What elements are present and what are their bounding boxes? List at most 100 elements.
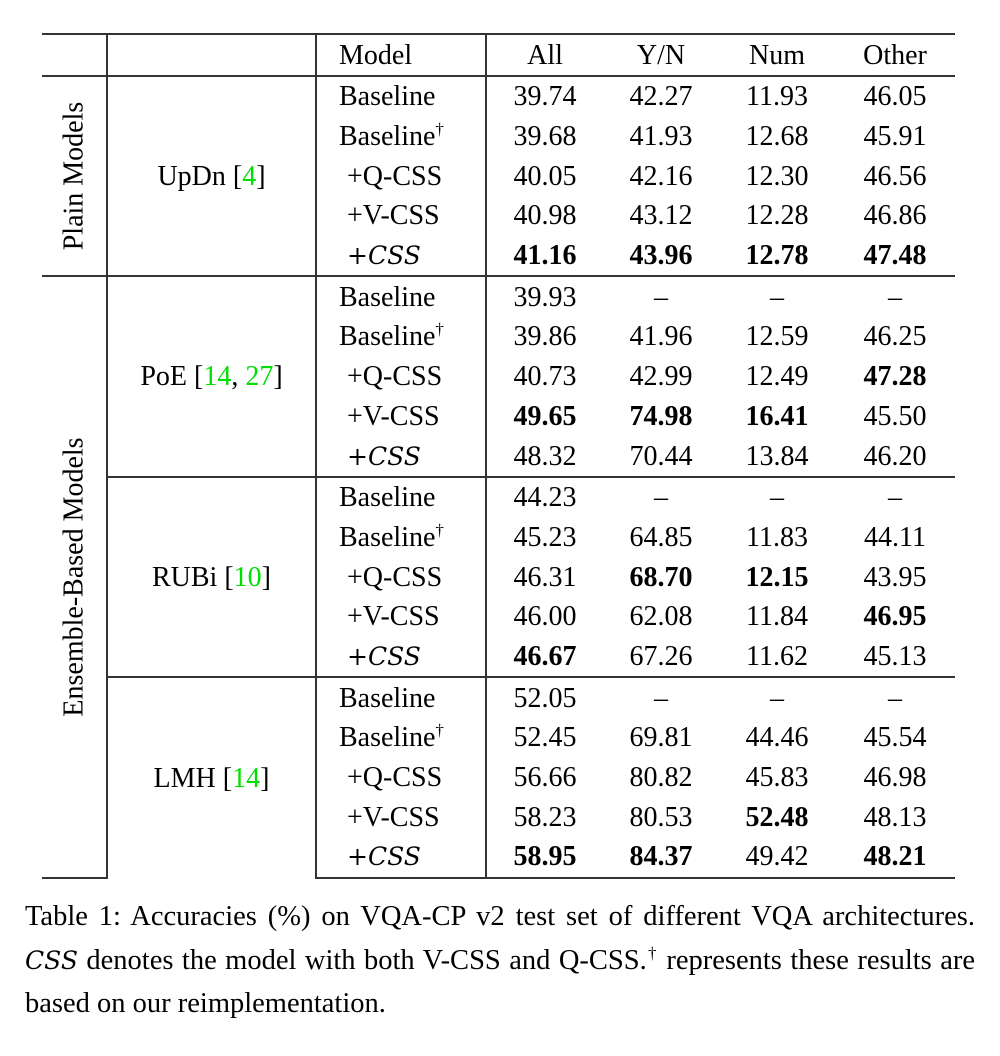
- value-cell: 84.37: [603, 837, 719, 879]
- css-symbol: CSS: [25, 945, 78, 975]
- table-row: Baseline† 39.86 41.96 12.59 46.25: [42, 317, 955, 357]
- value-cell: –: [603, 275, 719, 318]
- value-cell: 45.83: [745, 762, 809, 794]
- value-cell: 46.98: [863, 762, 927, 794]
- value-cell: 70.44: [629, 440, 693, 472]
- value-cell: 80.82: [629, 762, 693, 794]
- value-cell: 12.30: [745, 160, 809, 192]
- value-cell: 39.93: [486, 275, 603, 318]
- model-cell: +V-CSS: [316, 797, 487, 838]
- model-cell: Baseline†: [316, 317, 487, 357]
- value-cell: 42.27: [603, 75, 719, 117]
- architecture-name: RUBi [10]: [107, 475, 317, 678]
- table-row: +V-CSS 46.00 62.08 11.84 46.95: [42, 596, 955, 637]
- table-row: Ensemble-Based Models PoE [14, 27] Baselin…: [42, 275, 955, 879]
- architecture-name: PoE [14, 27]: [107, 275, 317, 477]
- value-cell: 47.48: [863, 240, 927, 272]
- value-cell: 48.21: [835, 837, 955, 879]
- value-cell: 80.53: [629, 801, 693, 833]
- value-cell: –: [603, 676, 719, 718]
- value-cell: 48.13: [863, 801, 927, 833]
- model-cell: +Q-CSS: [316, 156, 487, 197]
- model-cell: Baseline†: [316, 116, 487, 157]
- header-yn: Y/N: [603, 33, 719, 77]
- header-model: Model: [316, 33, 487, 77]
- value-cell: 58.95: [486, 837, 603, 879]
- model-cell: Baseline: [316, 75, 487, 117]
- value-cell: 11.83: [746, 521, 808, 553]
- category-label: Ensemble-Based Models: [42, 275, 108, 879]
- model-cell: +V-CSS: [316, 396, 487, 437]
- table-row: Plain Models UpDn [4] Baseline 39.74 42.27 11…: [42, 74, 955, 278]
- value-cell: 48.32: [513, 440, 577, 472]
- model-cell: +V-CSS: [316, 596, 487, 637]
- value-cell: –: [603, 475, 719, 518]
- value-cell: 41.96: [629, 321, 693, 353]
- value-cell: 46.31: [513, 561, 577, 593]
- value-cell: 16.41: [745, 400, 809, 432]
- citation-link[interactable]: 14: [203, 361, 232, 393]
- value-cell: 12.28: [745, 200, 809, 232]
- dagger-icon: †: [435, 119, 444, 139]
- model-cell: +Q-CSS: [316, 356, 487, 397]
- model-cell: +CSS: [316, 636, 487, 678]
- model-cell: +CSS: [316, 436, 487, 477]
- value-cell: 43.96: [629, 240, 693, 272]
- value-cell: 45.91: [863, 121, 927, 153]
- model-cell: +CSS: [316, 235, 487, 277]
- table-row: +Q-CSS 40.73 42.99 12.49 47.28: [42, 356, 955, 397]
- value-cell: –: [835, 475, 955, 518]
- value-cell: 12.59: [745, 321, 809, 353]
- model-cell: Baseline†: [316, 718, 487, 758]
- table-row: Baseline† 52.45 69.81 44.46 45.54: [42, 718, 955, 758]
- value-cell: 44.46: [745, 722, 809, 754]
- model-cell: Baseline†: [316, 517, 487, 558]
- value-cell: 45.50: [863, 400, 927, 432]
- model-cell: Baseline: [316, 676, 487, 718]
- header-all: All: [486, 33, 603, 77]
- value-cell: 49.42: [719, 837, 835, 879]
- architecture-name: LMH [14]: [107, 676, 317, 878]
- value-cell: 74.98: [629, 400, 693, 432]
- value-cell: 11.84: [746, 601, 808, 633]
- value-cell: –: [719, 275, 835, 318]
- table-row: +Q-CSS 46.31 68.70 12.15 43.95: [42, 557, 955, 597]
- value-cell: 58.23: [513, 801, 577, 833]
- value-cell: 45.13: [863, 640, 927, 672]
- citation-link[interactable]: 4: [242, 160, 257, 192]
- value-cell: 39.74: [486, 75, 603, 117]
- architecture-name: UpDn [4]: [107, 74, 317, 277]
- value-cell: 44.23: [486, 475, 603, 518]
- value-cell: –: [835, 275, 955, 318]
- value-cell: 46.05: [835, 75, 955, 117]
- dagger-symbol: †: [646, 943, 658, 962]
- table-row: +V-CSS 49.65 74.98 16.41 45.50: [42, 396, 955, 437]
- value-cell: 12.68: [745, 121, 809, 153]
- table-row: +CSS 41.16 43.96 12.78 47.48: [42, 235, 955, 277]
- value-cell: 69.81: [629, 722, 693, 754]
- value-cell: –: [835, 676, 955, 718]
- value-cell: 40.73: [513, 361, 577, 393]
- category-label: Plain Models: [42, 74, 108, 278]
- citation-link[interactable]: 27: [245, 361, 274, 393]
- value-cell: 39.86: [513, 321, 577, 353]
- value-cell: 12.78: [745, 240, 809, 272]
- value-cell: 11.93: [719, 75, 835, 117]
- table-row: +V-CSS 58.23 80.53 52.48 48.13: [42, 797, 955, 838]
- value-cell: 12.15: [745, 561, 809, 593]
- header-num: Num: [719, 33, 835, 77]
- value-cell: 62.08: [629, 601, 693, 633]
- citation-link[interactable]: 14: [232, 762, 261, 794]
- value-cell: 43.12: [629, 200, 693, 232]
- value-cell: –: [719, 475, 835, 518]
- table-row: Baseline† 45.23 64.85 11.83 44.11: [42, 517, 955, 558]
- header-row: Model All Y/N Num Other: [42, 33, 955, 77]
- table-caption: Table 1: Accuracies (%) on VQA-CP v2 tes…: [25, 901, 975, 1019]
- model-cell: +CSS: [316, 837, 487, 879]
- value-cell: 68.70: [629, 561, 693, 593]
- citation-link[interactable]: 10: [233, 561, 262, 593]
- value-cell: 40.05: [513, 160, 577, 192]
- model-cell: +Q-CSS: [316, 557, 487, 597]
- table-row: Baseline† 39.68 41.93 12.68 45.91: [42, 116, 955, 157]
- model-cell: +V-CSS: [316, 196, 487, 236]
